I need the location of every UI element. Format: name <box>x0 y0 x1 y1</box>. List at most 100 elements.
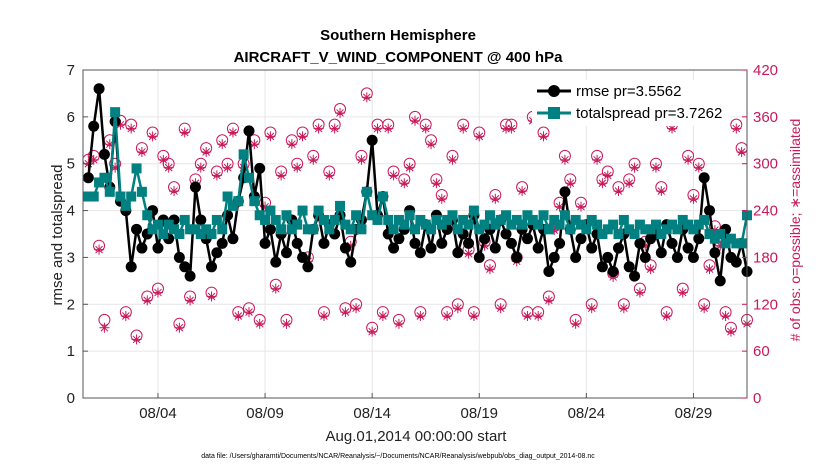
y-tick-label-left-7: 7 <box>67 62 75 79</box>
assimilated-obs-point <box>570 318 581 329</box>
totalspread-point <box>554 219 565 230</box>
assimilated-obs-point <box>426 139 437 150</box>
totalspread-point <box>217 224 228 235</box>
rmse-point <box>409 237 421 249</box>
totalspread-point <box>233 196 244 207</box>
totalspread-point <box>431 214 442 225</box>
rmse-point <box>318 237 330 249</box>
totalspread-point <box>313 205 324 216</box>
totalspread-point <box>613 229 624 239</box>
assimilated-obs-point <box>410 115 420 126</box>
rmse-point <box>666 237 678 249</box>
totalspread-point <box>324 224 335 235</box>
assimilated-obs-point <box>147 131 158 142</box>
rmse-point <box>505 237 517 249</box>
totalspread-point <box>442 214 453 225</box>
rmse-point <box>216 237 228 249</box>
y-axis-label-right: # of obs: o=possible; ∗=assimilated <box>787 119 803 342</box>
rmse-point <box>388 242 400 254</box>
assimilated-obs-point <box>142 295 153 306</box>
assimilated-obs-point <box>351 303 362 314</box>
assimilated-obs-point <box>136 147 147 157</box>
totalspread-point <box>570 214 581 225</box>
assimilated-obs-point <box>313 123 324 134</box>
totalspread-point <box>597 229 608 239</box>
totalspread-point <box>399 219 410 230</box>
assimilated-obs-point <box>704 264 715 275</box>
rmse-point <box>687 251 699 263</box>
totalspread-point <box>522 210 533 221</box>
rmse-point <box>570 251 582 263</box>
rmse-point <box>88 120 100 132</box>
assimilated-obs-point <box>592 154 603 165</box>
assimilated-obs-point <box>179 127 190 138</box>
assimilated-obs-point <box>688 193 699 204</box>
rmse-point <box>291 237 303 249</box>
rmse-point <box>452 247 464 259</box>
rmse-point <box>730 256 742 268</box>
totalspread-point <box>720 238 731 249</box>
assimilated-obs-point <box>195 162 206 173</box>
assimilated-obs-point <box>624 178 635 189</box>
rmse-point <box>280 247 292 259</box>
totalspread-point <box>345 224 356 235</box>
assimilated-obs-point <box>206 291 217 302</box>
rmse-point <box>227 233 239 245</box>
assimilated-obs-point <box>565 178 576 189</box>
totalspread-point <box>645 224 656 235</box>
metric-series <box>82 83 753 287</box>
totalspread-point <box>377 191 388 202</box>
y-tick-label-left-1: 1 <box>67 343 75 360</box>
totalspread-point <box>436 219 447 230</box>
rmse-point <box>264 223 276 235</box>
legend-spread-marker <box>548 107 560 119</box>
totalspread-point <box>302 224 313 235</box>
totalspread-point <box>656 229 667 239</box>
totalspread-point <box>115 191 126 202</box>
assimilated-obs-point <box>731 123 742 134</box>
totalspread-point <box>222 191 233 202</box>
totalspread-point <box>201 224 212 235</box>
rmse-point <box>704 205 716 217</box>
assimilated-obs-point <box>329 123 340 134</box>
assimilated-obs-point <box>543 295 554 306</box>
assimilated-obs-point <box>447 154 458 165</box>
totalspread-point <box>260 214 271 225</box>
x-tick-label-2: 08/14 <box>353 405 391 422</box>
totalspread-point <box>699 214 710 225</box>
totalspread-point <box>458 214 469 225</box>
totalspread-point <box>549 214 560 225</box>
assimilated-obs-point <box>94 244 105 255</box>
y-tick-label-right-0: 0 <box>753 390 761 407</box>
totalspread-point <box>270 214 281 225</box>
totalspread-point <box>276 224 287 235</box>
totalspread-point <box>356 224 367 235</box>
totalspread-point <box>463 219 474 230</box>
assimilated-obs-point <box>393 318 404 329</box>
assimilated-obs-point <box>442 311 453 321</box>
rmse-point <box>254 162 266 174</box>
totalspread-point <box>468 205 479 216</box>
assimilated-obs-point <box>404 162 415 173</box>
legend-rmse-marker <box>548 85 560 97</box>
totalspread-point <box>94 177 105 188</box>
assimilated-obs-point <box>436 193 447 204</box>
x-tick-label-5: 08/29 <box>675 405 713 422</box>
rmse-point <box>639 251 651 263</box>
assimilated-obs-point <box>340 307 351 318</box>
rmse-point <box>575 233 587 245</box>
totalspread-point <box>677 214 688 225</box>
assimilated-obs-point <box>415 311 426 321</box>
rmse-point <box>607 265 619 277</box>
totalspread-point <box>683 219 694 230</box>
assimilated-obs-point <box>683 154 694 165</box>
totalspread-point <box>565 224 576 235</box>
assimilated-obs-point <box>463 248 474 259</box>
assimilated-obs-point <box>474 131 485 142</box>
y-tick-label-right-1: 60 <box>753 343 770 360</box>
rmse-point <box>559 186 571 198</box>
rmse-point <box>596 261 608 273</box>
totalspread-point <box>88 191 99 202</box>
totalspread-point <box>367 210 378 221</box>
